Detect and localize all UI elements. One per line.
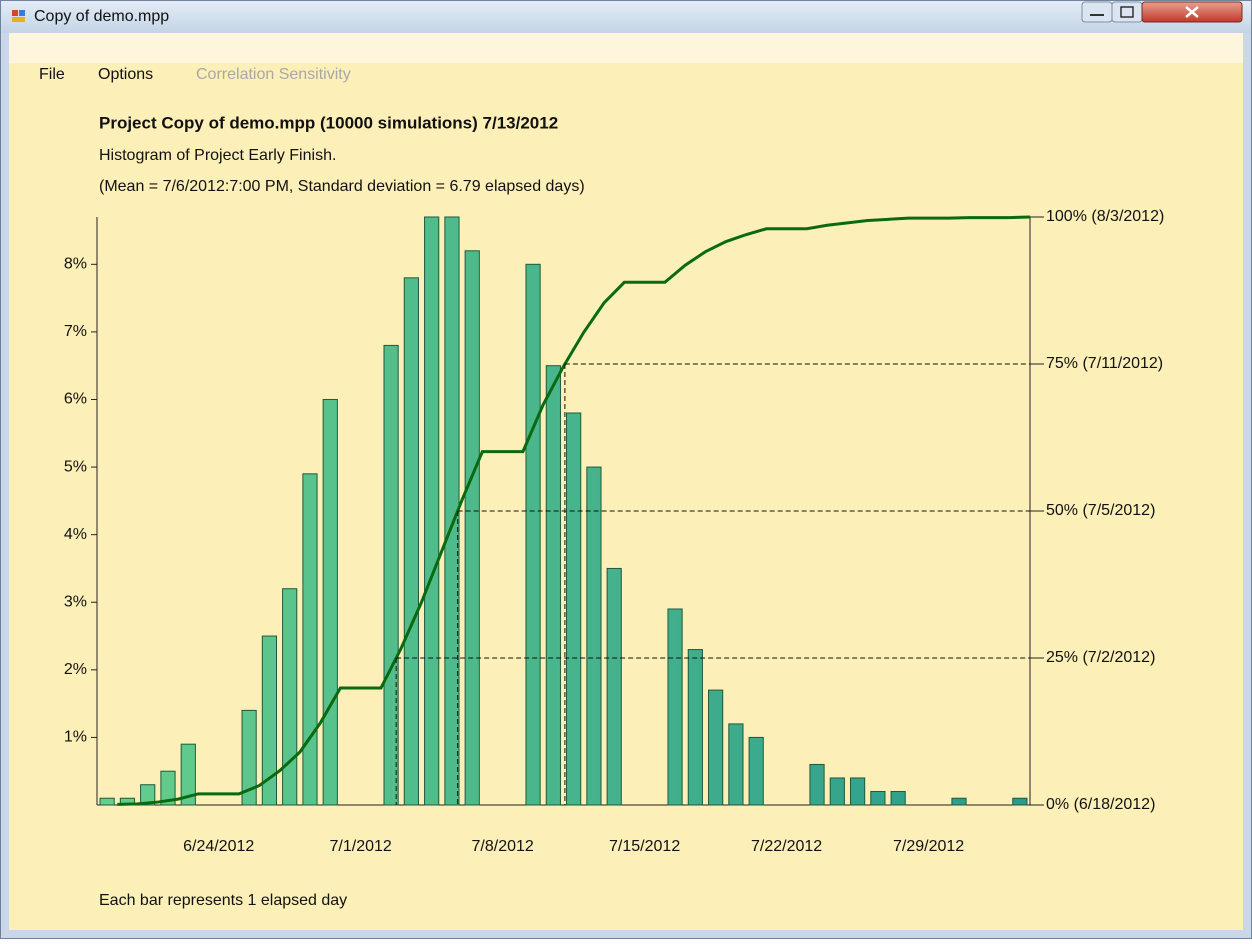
bar: [667, 608, 683, 806]
bar: [606, 567, 622, 806]
bar: [383, 344, 399, 806]
menu-bar: [9, 33, 1243, 63]
bar: [261, 635, 278, 806]
bar: [322, 398, 338, 806]
y2-tick-label: 0% (6/18/2012): [1046, 796, 1155, 813]
bar: [403, 277, 419, 806]
bar: [241, 709, 257, 806]
x-tick-label: 6/24/2012: [183, 838, 254, 855]
menu-item[interactable]: Options: [98, 66, 153, 83]
y2-tick-label: 75% (7/11/2012): [1046, 355, 1163, 372]
app-icon: [12, 10, 18, 16]
x-tick-label: 7/1/2012: [330, 838, 392, 855]
bar: [545, 365, 561, 806]
x-tick-label: 7/22/2012: [751, 838, 822, 855]
y-tick-label: 7%: [64, 323, 87, 340]
x-tick-label: 7/29/2012: [893, 838, 964, 855]
y2-tick-label: 100% (8/3/2012): [1046, 208, 1164, 225]
minimize-button[interactable]: [1081, 1, 1113, 23]
bar: [160, 770, 176, 806]
bar: [951, 797, 967, 806]
chart-title: Project Copy of demo.mpp (10000 simulati…: [99, 113, 558, 132]
title-bar: [1, 1, 1251, 33]
window-title: Copy of demo.mpp: [34, 8, 169, 25]
bar: [1012, 797, 1028, 806]
chart-subtitle: Histogram of Project Early Finish.: [99, 147, 336, 164]
y2-tick-label: 25% (7/2/2012): [1046, 649, 1155, 666]
x-tick-label: 7/15/2012: [609, 838, 680, 855]
menu-item[interactable]: File: [39, 66, 65, 83]
bar: [687, 649, 703, 806]
y-tick-label: 8%: [64, 256, 87, 273]
bar: [140, 784, 156, 806]
bar: [708, 689, 724, 806]
bar: [870, 790, 886, 806]
app-icon: [19, 10, 25, 16]
y-tick-label: 5%: [64, 458, 87, 475]
maximize-button[interactable]: [1111, 1, 1143, 23]
menu-item[interactable]: Correlation Sensitivity: [196, 66, 351, 83]
chart-annotation: (Mean = 7/6/2012:7:00 PM, Standard devia…: [99, 178, 585, 195]
bar: [748, 736, 764, 806]
bar: [180, 743, 196, 806]
x-tick-label: 7/8/2012: [472, 838, 534, 855]
bar: [282, 588, 298, 806]
bar: [728, 723, 744, 806]
bar: [586, 466, 602, 806]
bar: [302, 473, 318, 806]
bar: [424, 216, 440, 806]
bar: [566, 412, 582, 806]
maximize-glyph: [1120, 6, 1134, 18]
y-tick-label: 2%: [64, 661, 87, 678]
y-tick-label: 1%: [64, 729, 87, 746]
bar: [809, 763, 825, 806]
bar: [890, 790, 906, 806]
bar: [849, 777, 866, 806]
app-icon: [12, 17, 25, 22]
y-tick-label: 4%: [64, 526, 87, 543]
y-tick-label: 3%: [64, 593, 87, 610]
bar: [464, 250, 480, 806]
cumulative-line: [117, 215, 1031, 806]
y2-tick-label: 50% (7/5/2012): [1046, 502, 1155, 519]
content-area: [9, 33, 1243, 930]
bar: [99, 797, 115, 806]
close-glyph: [1185, 6, 1199, 18]
y-tick-label: 6%: [64, 391, 87, 408]
bar: [829, 777, 845, 806]
bar: [525, 263, 541, 806]
chart-footer: Each bar represents 1 elapsed day: [99, 892, 347, 909]
